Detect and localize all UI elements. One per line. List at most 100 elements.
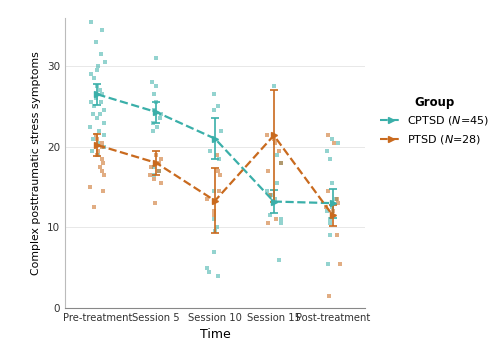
Point [271, 196, 279, 202]
Point [99, 188, 107, 194]
Point [150, 176, 158, 182]
Point [324, 188, 332, 194]
Point [324, 261, 332, 267]
Point [324, 132, 332, 137]
Point [214, 156, 222, 162]
Point [272, 216, 280, 222]
Point [214, 168, 222, 174]
Point [92, 39, 100, 45]
Point [100, 160, 108, 166]
Point [100, 108, 108, 113]
Point [263, 188, 271, 194]
Point [204, 196, 212, 202]
Point [204, 265, 212, 270]
Point [89, 112, 97, 117]
Point [210, 108, 218, 113]
Point [210, 212, 218, 218]
Point [267, 192, 275, 198]
Point [264, 221, 272, 226]
Point [98, 144, 106, 149]
Point [266, 192, 274, 198]
Point [333, 233, 341, 238]
Point [272, 140, 280, 145]
Point [151, 200, 159, 206]
Point [94, 63, 102, 69]
Point [92, 96, 100, 101]
Point [98, 156, 106, 162]
Point [214, 273, 222, 279]
Point [277, 160, 285, 166]
Point [156, 160, 164, 166]
Point [152, 84, 160, 89]
Point [86, 184, 94, 190]
Point [273, 152, 281, 158]
Point [326, 233, 334, 238]
Point [94, 148, 102, 154]
Point [215, 188, 223, 194]
Point [152, 160, 160, 166]
Point [156, 156, 164, 162]
Point [263, 132, 271, 137]
Point [275, 257, 283, 262]
Point [148, 79, 156, 85]
Point [92, 136, 100, 142]
Point [86, 124, 94, 129]
Point [100, 132, 108, 137]
Point [270, 84, 278, 89]
Point [152, 152, 160, 158]
Point [154, 168, 162, 174]
Point [94, 152, 102, 158]
Point [336, 261, 344, 267]
Point [328, 136, 336, 142]
Point [325, 293, 333, 299]
Point [90, 204, 98, 210]
Point [92, 116, 100, 121]
Point [146, 172, 154, 178]
Point [213, 224, 221, 230]
Point [216, 172, 224, 178]
Point [326, 216, 334, 222]
Point [90, 75, 98, 81]
Point [156, 116, 164, 121]
Point [264, 168, 272, 174]
Point [96, 164, 104, 170]
Point [150, 91, 158, 97]
Point [100, 59, 108, 65]
Point [275, 148, 283, 154]
Point [96, 112, 104, 117]
Point [92, 132, 100, 137]
Point [147, 164, 155, 170]
Point [322, 204, 330, 210]
Point [152, 99, 160, 105]
Point [96, 87, 104, 93]
Point [328, 204, 336, 210]
Point [206, 148, 214, 154]
Point [87, 19, 95, 24]
Point [86, 99, 94, 105]
Point [98, 91, 106, 97]
Point [270, 136, 278, 142]
Point [210, 249, 218, 255]
Point [94, 140, 102, 145]
Point [333, 196, 341, 202]
Point [276, 221, 284, 226]
Point [150, 108, 158, 113]
Point [332, 196, 340, 202]
Point [210, 188, 218, 194]
Point [97, 99, 105, 105]
Point [93, 152, 101, 158]
X-axis label: Time: Time [200, 329, 230, 341]
Point [276, 160, 284, 166]
Point [205, 269, 213, 275]
Point [94, 84, 102, 89]
Y-axis label: Complex posttraumatic stress symptoms: Complex posttraumatic stress symptoms [32, 51, 42, 275]
Point [98, 27, 106, 33]
Point [149, 128, 157, 133]
Point [98, 168, 106, 174]
Point [154, 168, 162, 174]
Point [152, 55, 160, 61]
Point [214, 104, 222, 109]
Point [150, 120, 158, 125]
Point [157, 180, 165, 186]
Point [100, 172, 108, 178]
